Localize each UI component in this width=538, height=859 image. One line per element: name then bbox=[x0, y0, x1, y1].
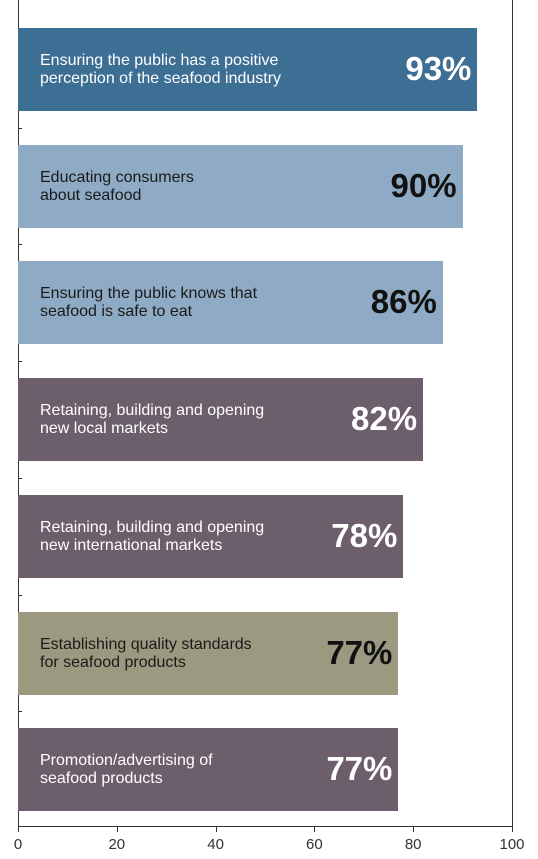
x-axis-line bbox=[18, 826, 513, 827]
x-tick-label: 0 bbox=[13, 836, 23, 853]
x-tick bbox=[18, 826, 19, 832]
separator-tick bbox=[18, 244, 22, 246]
bar: Establishing quality standards for seafo… bbox=[18, 611, 399, 695]
bar-label: Retaining, building and opening new loca… bbox=[40, 402, 265, 438]
value-label: 93% bbox=[405, 50, 472, 87]
separator-tick bbox=[18, 594, 22, 596]
value-label: 77% bbox=[326, 750, 393, 788]
x-tick-label: 80 bbox=[404, 836, 422, 853]
separator-tick bbox=[18, 127, 22, 129]
bar-label: Promotion/advertising of seafood product… bbox=[40, 752, 213, 788]
value-label: 86% bbox=[370, 283, 437, 321]
bar: Promotion/advertising of seafood product… bbox=[18, 728, 399, 812]
x-tick bbox=[215, 826, 217, 832]
x-tick bbox=[512, 826, 513, 832]
bar-label: Ensuring the public knows that seafood i… bbox=[40, 285, 258, 321]
bar: Retaining, building and opening new inte… bbox=[18, 494, 404, 578]
bar: Retaining, building and opening new loca… bbox=[18, 378, 424, 462]
value-label: 90% bbox=[390, 166, 457, 204]
x-tick bbox=[314, 826, 316, 832]
right-border bbox=[512, 0, 513, 826]
x-tick-label: 60 bbox=[306, 836, 323, 853]
bar: Ensuring the public knows that seafood i… bbox=[18, 261, 443, 345]
bar: Educating consumers about seafood 90% bbox=[18, 144, 463, 228]
bar-label: Educating consumers about seafood bbox=[40, 168, 194, 204]
value-label: 82% bbox=[351, 400, 418, 438]
x-tick bbox=[413, 826, 415, 832]
x-tick bbox=[116, 826, 118, 832]
bar-label: Retaining, building and opening new inte… bbox=[40, 518, 265, 554]
bar-label: Ensuring the public has a positive perce… bbox=[40, 52, 282, 87]
separator-tick bbox=[18, 361, 22, 363]
x-tick-label: 40 bbox=[207, 836, 224, 853]
bar-label: Establishing quality standards for seafo… bbox=[40, 635, 252, 671]
bar: Ensuring the public has a positive perce… bbox=[18, 28, 478, 111]
x-tick-label: 100 bbox=[499, 836, 525, 853]
value-label: 77% bbox=[326, 633, 393, 671]
separator-tick bbox=[18, 477, 22, 479]
x-tick-label: 20 bbox=[108, 836, 126, 853]
value-label: 78% bbox=[331, 516, 398, 554]
separator-tick bbox=[18, 711, 22, 713]
